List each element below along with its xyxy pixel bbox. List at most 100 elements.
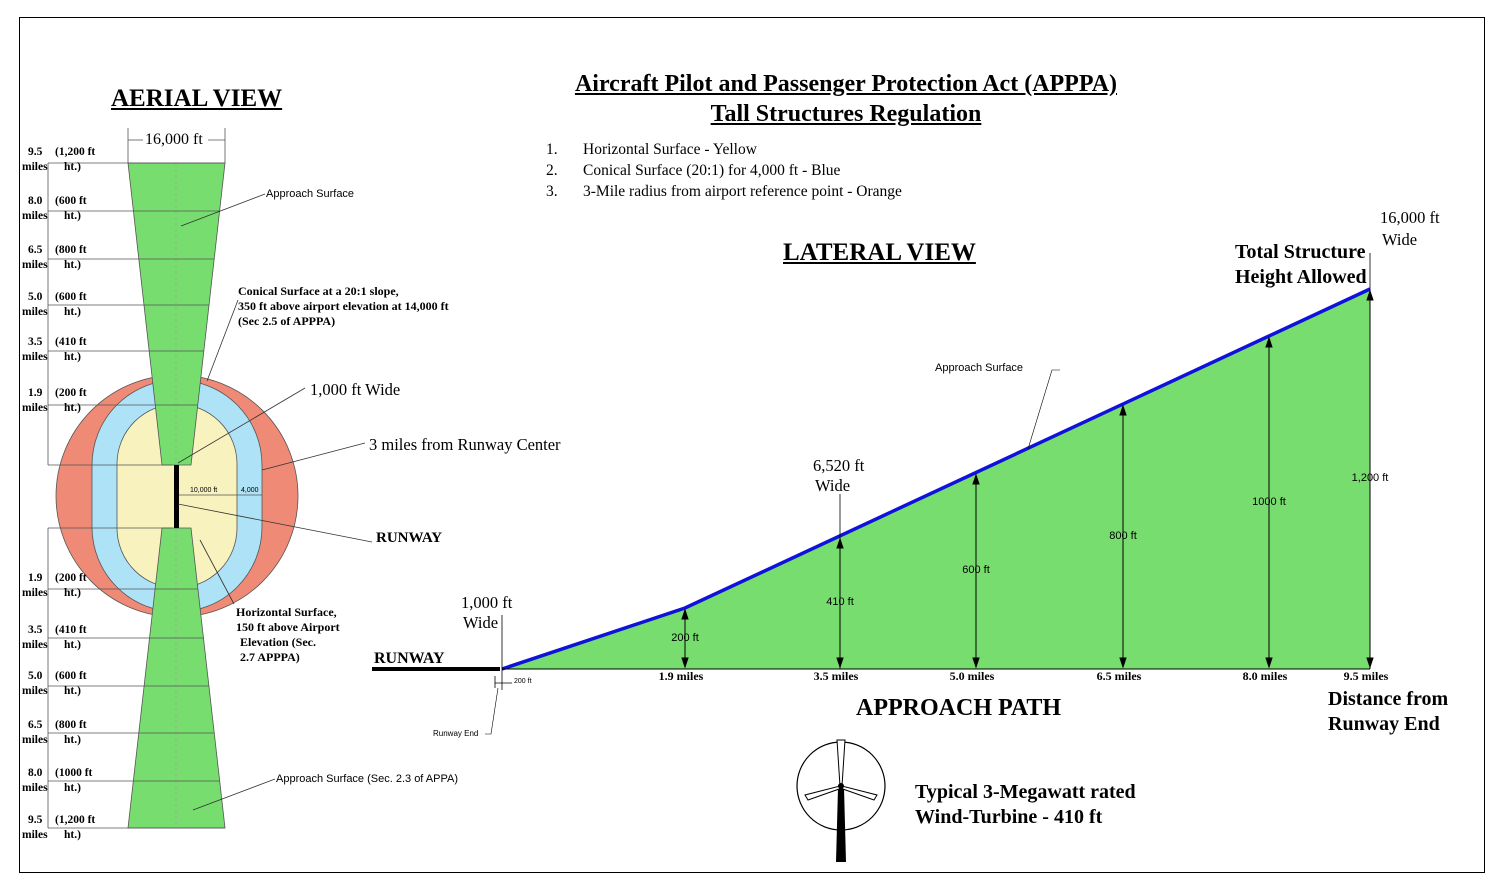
legend-item-1: Horizontal Surface - Yellow xyxy=(583,141,757,158)
aerial-top-mark-mi: 5.0 xyxy=(28,291,43,303)
aerial-bottom-mark-h2: ht.) xyxy=(64,829,81,841)
aerial-top-mark-mi: 3.5 xyxy=(28,336,43,348)
aerial-top-mark-h2: ht.) xyxy=(64,351,81,363)
aerial-approach-surface-label: Approach Surface xyxy=(266,188,355,200)
three-mile-label: 3 miles from Runway Center xyxy=(369,435,561,454)
turbine-label-2: Wind-Turbine - 410 ft xyxy=(915,806,1103,828)
aerial-bottom-mark-h2: ht.) xyxy=(64,639,81,651)
horizontal-label-3: Elevation (Sec. xyxy=(240,635,316,649)
legend-item-3: 3-Mile radius from airport reference poi… xyxy=(583,183,902,200)
aerial-view-heading: AERIAL VIEW xyxy=(111,85,283,112)
wide-end-2: Wide xyxy=(1382,230,1418,249)
aerial-top-mark-mi: 8.0 xyxy=(28,195,43,207)
aerial-bottom-mark-h1: (800 ft xyxy=(55,719,87,731)
aerial-bottom-mark-h1: (1000 ft xyxy=(55,767,93,779)
runway-end-label: Runway End xyxy=(433,729,479,738)
legend-num-3: 3. xyxy=(546,183,558,200)
wide-end-1: 16,000 ft xyxy=(1380,208,1440,227)
dimension-arrowhead xyxy=(972,657,980,669)
distance-label-1: Distance from xyxy=(1328,688,1449,710)
dim-10000: 10,000 ft xyxy=(190,487,218,494)
wide-mid-2: Wide xyxy=(815,476,851,495)
dimension-arrowhead xyxy=(836,657,844,669)
horizontal-label-4: 2.7 APPPA) xyxy=(240,650,300,664)
legend-num-2: 2. xyxy=(546,162,558,179)
aerial-top-mark-unit: miles xyxy=(22,161,48,173)
total-height-2: Height Allowed xyxy=(1235,266,1367,288)
wide-start-1: 1,000 ft xyxy=(461,593,513,612)
aerial-bottom-mark-unit: miles xyxy=(22,829,48,841)
aerial-top-mark-h1: (800 ft xyxy=(55,244,87,256)
aerial-top-mark-mi: 1.9 xyxy=(28,387,43,399)
legend-item-2: Conical Surface (20:1) for 4,000 ft - Bl… xyxy=(583,162,841,179)
runway-aerial xyxy=(174,465,179,528)
dimension-arrowhead xyxy=(1119,404,1127,416)
aerial-bottom-mark-mi: 8.0 xyxy=(28,767,43,779)
dim-200: 200 ft xyxy=(514,678,532,685)
aerial-top-mark-h1: (600 ft xyxy=(55,291,87,303)
turbine-label-1: Typical 3-Megawatt rated xyxy=(915,781,1136,803)
station-miles-label: 6.5 miles xyxy=(1096,669,1142,683)
station-height-label: 800 ft xyxy=(1109,529,1137,542)
lateral-view-graphic xyxy=(372,253,1374,735)
horizontal-label-1: Horizontal Surface, xyxy=(236,605,337,619)
station-height-label: 410 ft xyxy=(826,596,854,608)
aerial-bottom-mark-unit: miles xyxy=(22,734,48,746)
aerial-runway-label: RUNWAY xyxy=(376,530,443,546)
aerial-top-mark-h1: (1,200 ft xyxy=(55,146,96,158)
aerial-top-mark-unit: miles xyxy=(22,351,48,363)
aerial-bottom-mark-h1: (600 ft xyxy=(55,670,87,682)
aerial-bottom-mark-mi: 3.5 xyxy=(28,624,43,636)
aerial-view-graphic xyxy=(47,128,373,829)
dimension-arrowhead xyxy=(681,608,689,620)
aerial-bottom-mark-mi: 5.0 xyxy=(28,670,43,682)
dimension-arrowhead xyxy=(1119,657,1127,669)
aerial-bottom-mark-h2: ht.) xyxy=(64,587,81,599)
aerial-top-mark-h1: (410 ft xyxy=(55,336,87,348)
station-miles-label: 1.9 miles xyxy=(658,669,704,683)
dimension-arrowhead xyxy=(681,657,689,669)
drawing-frame xyxy=(19,17,1485,873)
aerial-bottom-mark-unit: miles xyxy=(22,685,48,697)
aerial-bottom-mark-unit: miles xyxy=(22,782,48,794)
station-miles-label: 3.5 miles xyxy=(813,669,859,683)
title-line-1: Aircraft Pilot and Passenger Protection … xyxy=(574,71,1118,97)
wide-start-2: Wide xyxy=(463,613,499,632)
aerial-bottom-mark-mi: 1.9 xyxy=(28,572,43,584)
aerial-bottom-mark-mi: 6.5 xyxy=(28,719,43,731)
distance-label-2: Runway End xyxy=(1328,713,1440,735)
lateral-approach-surface-label: Approach Surface xyxy=(935,362,1024,374)
aerial-bottom-mark-unit: miles xyxy=(22,639,48,651)
aerial-top-mark-h1: (200 ft xyxy=(55,387,87,399)
aerial-top-mark-mi: 6.5 xyxy=(28,244,43,256)
dimension-arrowhead xyxy=(1366,289,1374,301)
aerial-wide-1000: 1,000 ft Wide xyxy=(310,380,401,399)
dimension-arrowhead xyxy=(836,537,844,549)
station-miles-label: 5.0 miles xyxy=(949,669,995,683)
aerial-top-mark-unit: miles xyxy=(22,210,48,222)
aerial-top-mark-h2: ht.) xyxy=(64,161,81,173)
aerial-station-lines xyxy=(47,128,262,829)
wide-mid-1: 6,520 ft xyxy=(813,456,865,475)
horizontal-label-2: 150 ft above Airport xyxy=(236,620,340,634)
runway-end-leader xyxy=(485,687,499,735)
aerial-bottom-mark-h2: ht.) xyxy=(64,782,81,794)
station-miles-label: 9.5 miles xyxy=(1343,669,1389,683)
aerial-bottom-mark-mi: 9.5 xyxy=(28,814,43,826)
aerial-top-width: 16,000 ft xyxy=(145,131,203,148)
aerial-top-mark-unit: miles xyxy=(22,259,48,271)
aerial-top-mark-h1: (600 ft xyxy=(55,195,87,207)
aerial-bottom-mark-h1: (200 ft xyxy=(55,572,87,584)
aerial-bottom-mark-h2: ht.) xyxy=(64,734,81,746)
dimension-arrowhead xyxy=(972,473,980,485)
dimension-arrowhead xyxy=(1265,336,1273,348)
aerial-top-mark-unit: miles xyxy=(22,306,48,318)
aerial-top-mark-h2: ht.) xyxy=(64,259,81,271)
aerial-top-mark-unit: miles xyxy=(22,402,48,414)
aerial-bottom-mark-unit: miles xyxy=(22,587,48,599)
conical-label-2: 350 ft above airport elevation at 14,000… xyxy=(238,299,449,313)
approach-surface-line xyxy=(501,287,1371,671)
station-height-label: 200 ft xyxy=(671,631,699,644)
conical-label-3: (Sec 2.5 of APPPA) xyxy=(238,314,336,328)
dimension-arrowhead xyxy=(1265,657,1273,669)
